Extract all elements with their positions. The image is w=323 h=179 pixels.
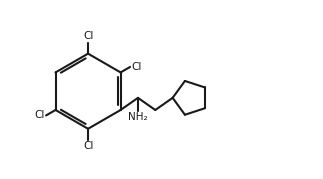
Text: Cl: Cl	[83, 141, 93, 151]
Text: Cl: Cl	[132, 62, 142, 72]
Text: NH₂: NH₂	[128, 112, 148, 122]
Text: Cl: Cl	[83, 31, 93, 41]
Text: Cl: Cl	[34, 110, 44, 120]
